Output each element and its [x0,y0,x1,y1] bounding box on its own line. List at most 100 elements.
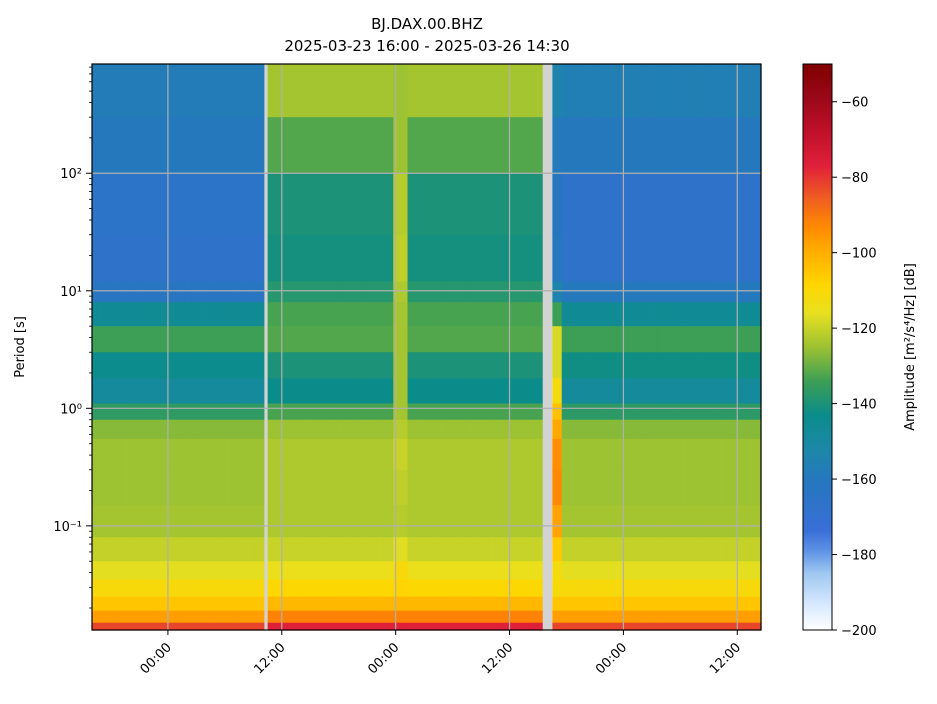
heatmap-cell [602,64,606,118]
heatmap-cell [291,64,295,118]
heatmap-cell [580,469,584,506]
heatmap-cell [184,117,188,174]
heatmap-cell [438,378,442,405]
heatmap-cell [364,64,368,118]
heatmap-cell [640,234,643,283]
heatmap-cell [224,64,228,118]
heatmap-cell [191,579,195,598]
heatmap-cell [597,117,601,174]
heatmap-cell [402,622,406,631]
heatmap-cell [191,64,195,118]
heatmap-cell [400,326,404,353]
heatmap-cell [134,64,138,118]
heatmap-cell [398,596,401,612]
heatmap-cell [184,419,188,440]
heatmap-cell [478,469,482,506]
heatmap-cell [132,281,136,303]
heatmap-cell [583,173,587,236]
heatmap-cell [673,326,677,353]
heatmap-cell [651,596,655,612]
heatmap-cell [450,378,454,405]
heatmap-cell [533,438,537,471]
heatmap-cell [502,326,506,353]
heatmap-cell [573,352,577,379]
heatmap-cell [172,622,176,631]
heatmap-cell [172,419,176,440]
heatmap-cell [322,438,326,471]
heatmap-cell [262,469,265,506]
heatmap-cell [625,596,629,612]
heatmap-cell [151,281,155,303]
heatmap-cell [236,117,240,174]
heatmap-cell [457,403,461,421]
heatmap-cell [637,281,641,303]
heatmap-cell [137,579,141,598]
heatmap-cell [440,403,444,421]
heatmap-cell [407,173,411,236]
heatmap-cell [621,438,624,471]
heatmap-cell [497,469,501,506]
heatmap-cell [352,505,356,538]
heatmap-cell [621,234,624,283]
heatmap-cell [651,579,655,598]
heatmap-cell [272,610,276,624]
heatmap-cell [504,537,508,562]
heatmap-cell [485,622,489,631]
heatmap-cell [414,561,418,581]
heatmap-cell [689,302,693,327]
heatmap-cell [445,378,449,405]
heatmap-cell [583,579,587,598]
heatmap-cell [319,378,323,405]
heatmap-cell [431,281,435,303]
heatmap-cell [431,579,435,598]
heatmap-cell [637,403,641,421]
heatmap-cell [92,281,95,303]
heatmap-cell [106,352,110,379]
heatmap-cell [642,469,646,506]
heatmap-cell [618,537,622,562]
heatmap-cell [212,302,216,327]
heatmap-cell [388,579,392,598]
heatmap-cell [158,403,162,421]
heatmap-cell [492,505,496,538]
heatmap-cell [96,326,100,353]
heatmap-cell [229,234,233,283]
heatmap-cell [412,438,416,471]
heatmap-cell [120,352,124,379]
heatmap-cell [189,281,193,303]
heatmap-cell [668,622,672,631]
heatmap-cell [250,302,254,327]
heatmap-cell [312,234,316,283]
heatmap-cell [637,326,641,353]
heatmap-cell [148,469,152,506]
heatmap-cell [592,281,596,303]
heatmap-cell [307,419,311,440]
heatmap-cell [110,622,114,631]
heatmap-cell [647,438,651,471]
heatmap-cell [139,438,143,471]
heatmap-cell [146,378,150,405]
heatmap-cell [426,622,430,631]
heatmap-cell [217,505,221,538]
heatmap-cell [208,610,212,624]
heatmap-cell [129,173,133,236]
heatmap-cell [144,561,148,581]
heatmap-cell [445,505,449,538]
heatmap-cell [175,234,178,283]
heatmap-cell [388,326,392,353]
heatmap-cell [599,419,603,440]
heatmap-cell [315,352,318,379]
heatmap-cell [122,378,126,405]
heatmap-cell [682,610,686,624]
heatmap-cell [148,403,152,421]
heatmap-cell [331,438,335,471]
heatmap-cell [613,234,617,283]
heatmap-cell [656,505,660,538]
heatmap-cell [248,579,252,598]
heatmap-cell [656,173,660,236]
heatmap-cell [186,173,190,236]
heatmap-cell [611,281,615,303]
heatmap-cell [386,469,390,506]
heatmap-cell [182,173,186,236]
heatmap-cell [637,610,641,624]
